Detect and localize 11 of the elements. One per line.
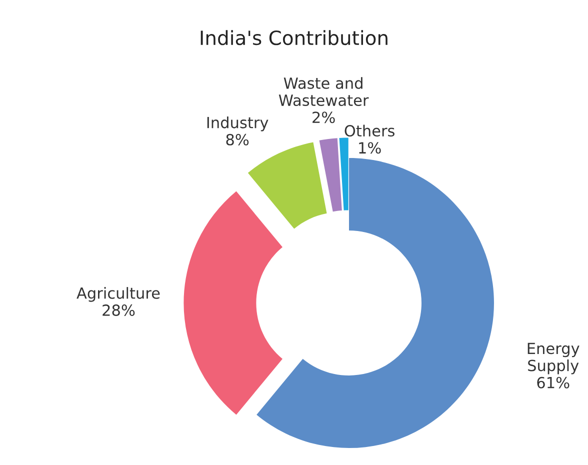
data-label: 1% — [359, 142, 381, 154]
data-label: 61% — [537, 376, 570, 388]
data-label: 28% — [102, 304, 135, 316]
slice-label: Energy Supply — [528, 342, 580, 374]
data-label: 8% — [226, 134, 249, 146]
slice-label: Industry — [207, 116, 268, 132]
slice-label: Waste and Wastewater — [278, 77, 369, 106]
slice-label: Others — [344, 124, 394, 137]
slice-label: Agriculture — [76, 287, 160, 302]
chart-title: India's Contribution — [200, 30, 388, 46]
data-label: 2% — [312, 112, 335, 124]
